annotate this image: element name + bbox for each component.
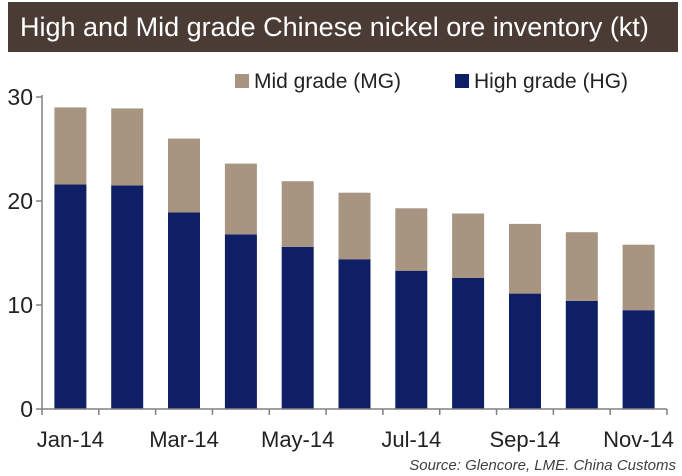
y-tick-label: 30	[7, 84, 33, 110]
bar-mg-aug-14	[452, 213, 485, 278]
y-tick-label: 0	[20, 396, 33, 422]
legend-label: High grade (HG)	[474, 70, 628, 93]
bar-mg-may-14	[281, 181, 314, 247]
legend-label: Mid grade (MG)	[254, 70, 401, 93]
bar-hg-nov-14	[622, 310, 655, 409]
y-tick-label: 20	[7, 188, 33, 214]
bar-mg-apr-14	[224, 163, 257, 235]
bar-hg-jun-14	[338, 259, 371, 409]
bar-hg-jan-14	[54, 184, 87, 409]
x-tick-label: Jan-14	[37, 427, 104, 452]
x-tick-label: Nov-14	[603, 427, 674, 452]
x-tick-label: Sep-14	[489, 427, 560, 452]
bar-hg-sep-14	[509, 293, 541, 409]
x-tick-label: May-14	[261, 427, 334, 452]
bar-mg-jun-14	[338, 192, 371, 260]
chart-title: High and Mid grade Chinese nickel ore in…	[8, 2, 678, 52]
legend-swatch	[235, 74, 249, 88]
bars-group	[54, 107, 655, 409]
axes-group: 0 10 20 30 Jan-14 Mar-14 May-14 Jul-14 Sep-14 Nov…	[7, 84, 674, 452]
legend-swatch	[455, 74, 469, 88]
bar-hg-mar-14	[168, 212, 200, 409]
bar-mg-mar-14	[168, 138, 200, 213]
x-tick-label: Jul-14	[381, 427, 441, 452]
bar-hg-apr-14	[224, 234, 257, 409]
bar-mg-feb-14	[111, 108, 144, 186]
bar-mg-jan-14	[54, 107, 87, 185]
bar-hg-aug-14	[452, 278, 485, 409]
bar-hg-feb-14	[111, 185, 144, 409]
y-tick-label: 10	[7, 292, 33, 318]
bar-mg-nov-14	[622, 244, 655, 311]
bar-hg-jul-14	[395, 270, 428, 409]
bar-hg-oct-14	[565, 300, 598, 409]
bar-mg-jul-14	[395, 208, 428, 271]
bar-mg-sep-14	[509, 223, 541, 294]
x-tick-label: Mar-14	[149, 427, 219, 452]
source-note: Source: Glencore, LME. China Customs	[409, 457, 676, 474]
legend: Mid grade (MG) High grade (HG)	[235, 70, 628, 93]
bar-mg-oct-14	[565, 232, 598, 301]
bar-hg-may-14	[281, 246, 314, 409]
